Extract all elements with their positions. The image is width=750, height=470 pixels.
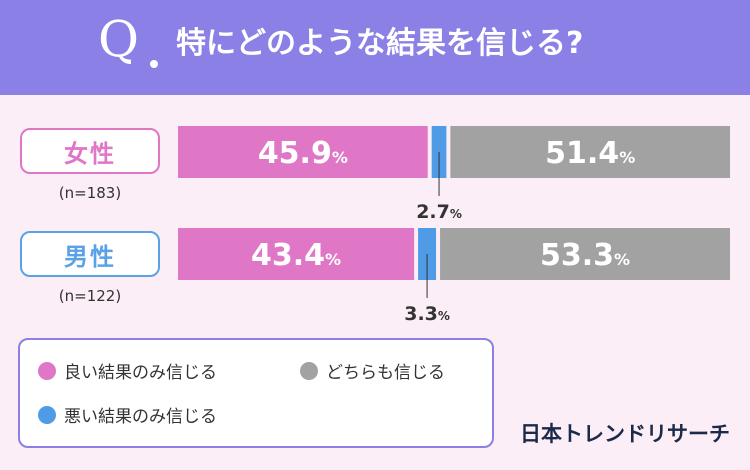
- bar-male-both: [440, 228, 730, 280]
- legend-item-bad: 悪い結果のみ信じる: [38, 402, 217, 427]
- legend-label-good: 良い結果のみ信じる: [64, 363, 217, 383]
- q-letter: Q: [98, 10, 139, 68]
- value-label-female-good: 45.9%: [258, 136, 348, 171]
- bar-female-both: [450, 126, 730, 178]
- bar-female-good: [178, 126, 428, 178]
- bar-male-good: [178, 228, 415, 280]
- value-label-female-both: 51.4%: [545, 136, 635, 171]
- group-label-male: 男性: [20, 231, 160, 277]
- legend-label-bad: 悪い結果のみ信じる: [64, 407, 217, 427]
- legend-item-both: どちらも信じる: [300, 358, 445, 383]
- brand-logo-text: 日本トレンドリサーチ: [520, 422, 730, 446]
- value-label-male-bad: 3.3%: [404, 303, 450, 325]
- question-text: 特にどのような結果を信じる?: [176, 26, 584, 61]
- chart-legend: 良い結果のみ信じる どちらも信じる 悪い結果のみ信じる: [18, 338, 494, 448]
- sample-size-female: (n=183): [58, 184, 122, 202]
- value-label-female-bad: 2.7%: [416, 201, 462, 223]
- legend-swatch-both: [300, 361, 318, 380]
- legend-item-good: 良い結果のみ信じる: [38, 358, 217, 383]
- legend-swatch-good: [38, 361, 56, 380]
- question-header: Q 特にどのような結果を信じる?: [0, 0, 750, 95]
- legend-label-both: どちらも信じる: [326, 363, 445, 383]
- value-label-male-both: 53.3%: [540, 238, 630, 273]
- q-dot-decoration: [150, 60, 158, 68]
- legend-swatch-bad: [38, 405, 56, 424]
- group-label-female: 女性: [20, 128, 160, 174]
- value-label-male-good: 43.4%: [251, 238, 341, 273]
- sample-size-male: (n=122): [58, 287, 122, 305]
